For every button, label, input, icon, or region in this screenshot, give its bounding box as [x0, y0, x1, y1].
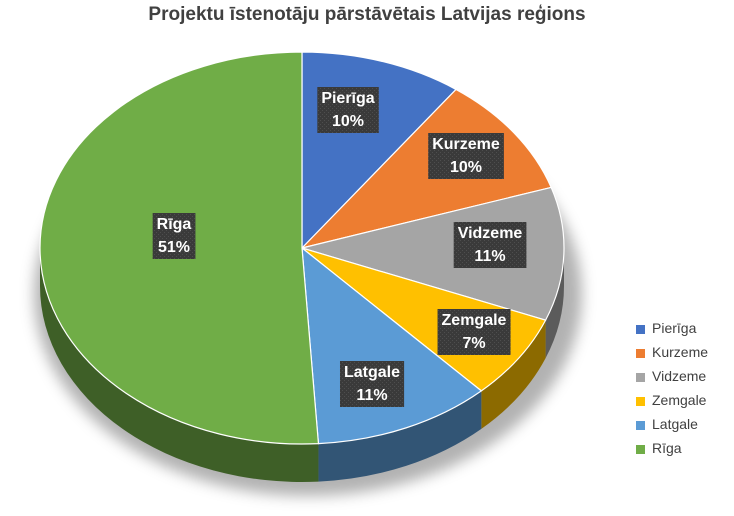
legend-swatch — [636, 325, 645, 334]
data-label-name: Zemgale — [442, 312, 507, 329]
data-label-latgale: Latgale 11% — [339, 361, 405, 407]
data-label-zemgale: Zemgale 7% — [437, 309, 511, 355]
legend-label: Latgale — [652, 416, 698, 432]
pie-slice-vidzeme — [299, 186, 565, 321]
data-label-pieriga: Pierīga 10% — [317, 87, 379, 133]
data-label-kurzeme: Kurzeme 10% — [428, 133, 504, 179]
data-label-name: Latgale — [344, 364, 400, 381]
chart-legend: Pierīga Kurzeme Vidzeme Zemgale Latgale Rīga — [636, 318, 732, 462]
legend-label: Rīga — [652, 440, 682, 456]
data-label-name: Rīga — [157, 216, 192, 233]
legend-label: Zemgale — [652, 392, 707, 408]
pie-slice-zemgale — [301, 247, 547, 392]
data-label-riga: Rīga 51% — [152, 213, 196, 259]
pie-slice-kurzeme — [300, 88, 553, 250]
data-label-name: Pierīga — [321, 90, 374, 107]
pie-side-latgale — [318, 390, 482, 482]
data-label-name: Vidzeme — [458, 225, 523, 242]
data-label-value: 10% — [450, 159, 482, 176]
legend-item-latgale: Latgale — [636, 414, 732, 438]
legend-swatch — [636, 349, 645, 358]
legend-label: Kurzeme — [652, 344, 709, 360]
data-label-value: 51% — [158, 239, 190, 256]
chart-title: Projektu īstenotāju pārstāvētais Latvija… — [148, 4, 586, 25]
data-label-value: 11% — [356, 387, 387, 404]
pie-side-vidzeme — [545, 248, 564, 359]
legend-swatch — [636, 397, 645, 406]
legend-label: Pierīga — [652, 320, 697, 336]
data-label-name: Kurzeme — [432, 136, 500, 153]
legend-label: Vidzeme — [652, 368, 707, 384]
legend-item-kurzeme: Kurzeme — [636, 342, 732, 366]
pie-side-riga — [40, 248, 319, 482]
legend-swatch — [636, 421, 645, 430]
data-label-vidzeme: Vidzeme 11% — [453, 222, 527, 268]
legend-swatch — [636, 373, 645, 382]
data-label-value: 10% — [332, 113, 364, 130]
legend-item-riga: Rīga — [636, 438, 732, 462]
data-label-value: 7% — [462, 335, 485, 352]
data-label-value: 11% — [474, 248, 505, 265]
legend-item-vidzeme: Vidzeme — [636, 366, 732, 390]
legend-item-zemgale: Zemgale — [636, 390, 732, 414]
legend-swatch — [636, 445, 645, 454]
legend-item-pieriga: Pierīga — [636, 318, 732, 342]
pie-side-zemgale — [481, 320, 546, 429]
